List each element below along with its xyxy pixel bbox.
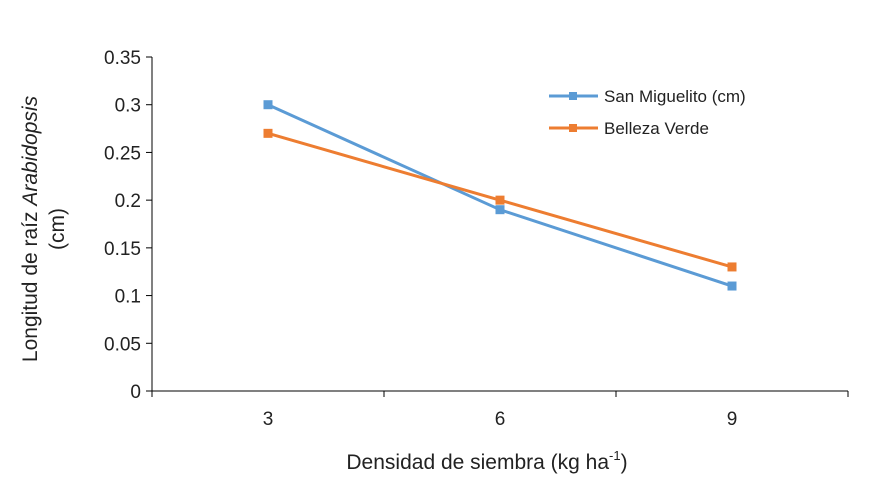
x-tick-label: 9: [727, 409, 738, 430]
x-axis-title-tail: ): [621, 451, 628, 474]
x-tick-label: 3: [263, 409, 274, 430]
data-point: [495, 205, 505, 215]
legend: San Miguelito (cm) Belleza Verde: [549, 87, 746, 138]
legend-item-belleza-verde: Belleza Verde: [549, 119, 709, 138]
y-tick-label: 0.05: [104, 334, 141, 355]
data-point: [727, 262, 737, 272]
y-tick-label: 0: [130, 382, 141, 403]
legend-label-san-miguelito: San Miguelito (cm): [604, 87, 746, 106]
data-point: [495, 195, 505, 205]
x-tick-label: 6: [495, 409, 506, 430]
y-tick-label: 0.15: [104, 239, 141, 260]
y-axis-title: Longitud de raíz Arabidopsis (cm): [19, 95, 69, 362]
y-tick-label: 0.3: [115, 96, 141, 117]
legend-marker-san-miguelito: [569, 92, 577, 100]
y-axis-title-prefix: Longitud de raíz: [19, 206, 42, 362]
y-axis-title-italic: Arabidopsis: [19, 95, 42, 207]
data-point: [263, 128, 273, 138]
data-point: [727, 281, 737, 291]
series-layer: [263, 100, 737, 291]
x-axis-title-sup: -1: [609, 448, 621, 463]
x-axis-title-main: Densidad de siembra (kg ha: [346, 451, 609, 474]
y-tick-label: 0.25: [104, 143, 141, 164]
legend-label-belleza-verde: Belleza Verde: [604, 119, 709, 138]
legend-marker-belleza-verde: [569, 124, 577, 132]
svg-text:Longitud de raíz Arabidopsis: Longitud de raíz Arabidopsis: [19, 95, 42, 362]
y-axis-title-unit: (cm): [46, 208, 69, 250]
y-tick-label: 0.35: [104, 48, 141, 69]
y-tick-label: 0.1: [115, 287, 141, 308]
y-axis-ticks: 0 0.05 0.1 0.15 0.2 0.25 0.3 0.35: [104, 48, 152, 403]
data-point: [263, 100, 273, 110]
legend-item-san-miguelito: San Miguelito (cm): [549, 87, 746, 106]
x-axis-ticks: 3 6 9: [151, 391, 849, 430]
y-tick-label: 0.2: [115, 191, 141, 212]
x-axis-title: Densidad de siembra (kg ha-1): [346, 448, 627, 474]
